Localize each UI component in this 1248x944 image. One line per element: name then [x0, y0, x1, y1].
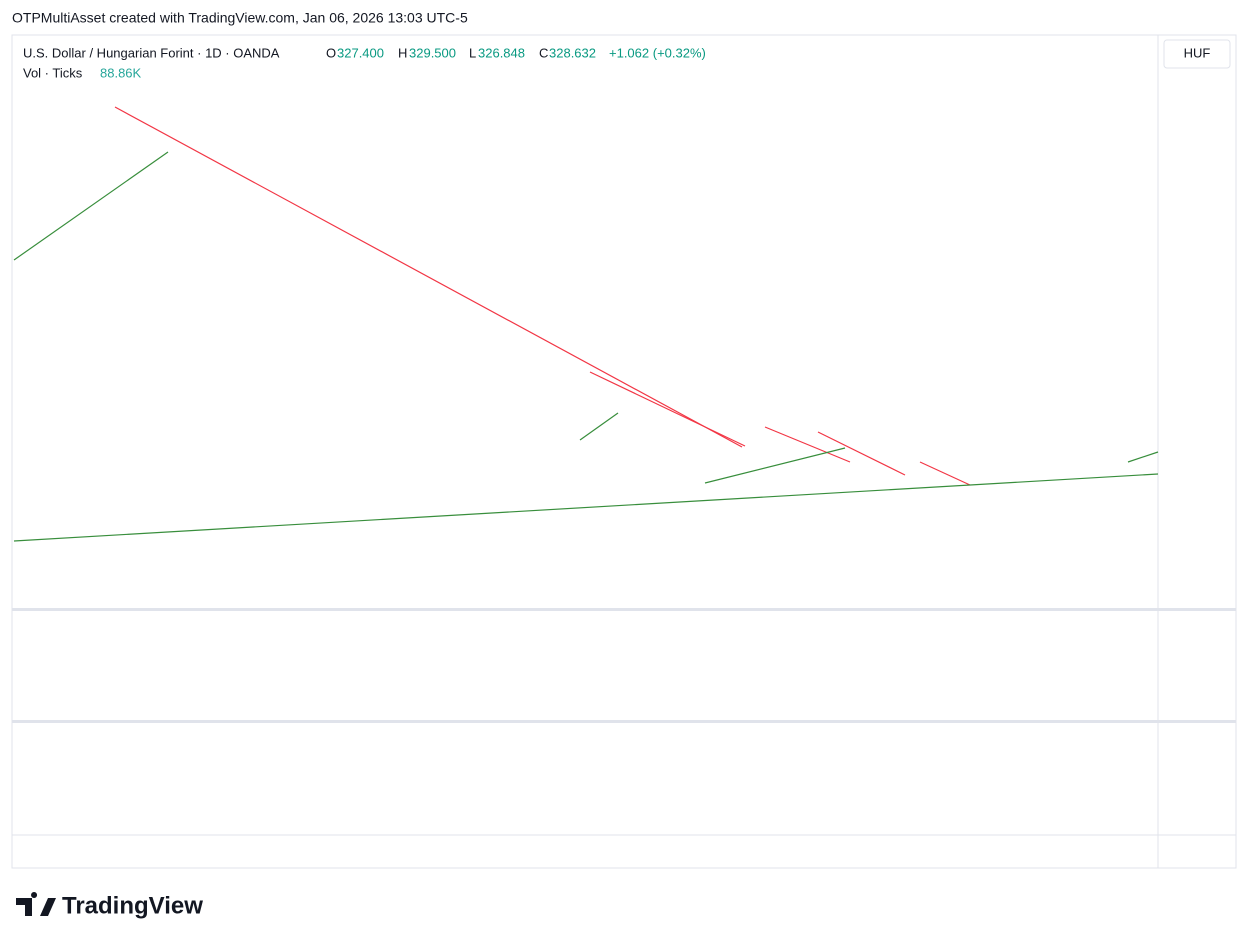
ohlc-key: C [539, 45, 548, 60]
ohlc-key: H [398, 45, 407, 60]
chart-frame [11, 34, 1237, 869]
trendline [589, 371, 746, 447]
ohlc-key: O [326, 45, 336, 60]
currency[interactable]: HUF [1184, 45, 1211, 60]
trendline [817, 431, 906, 476]
trendline [13, 473, 1159, 542]
logo-text: TradingView [62, 892, 203, 919]
pane-divider [12, 720, 1236, 723]
ohlc-value: 327.400 [337, 45, 384, 60]
trendline [114, 106, 743, 448]
currency-button[interactable] [1163, 39, 1231, 69]
trendline [1127, 451, 1159, 463]
trendlines [13, 106, 1159, 542]
trendline [919, 461, 971, 486]
ohlc-value: 326.848 [478, 45, 525, 60]
ohlc-value: 328.632 [549, 45, 596, 60]
trendline [579, 412, 619, 441]
trendline [704, 447, 846, 484]
ohlc-change: +1.062 (+0.32%) [609, 45, 706, 60]
logo: TradingView [16, 892, 203, 919]
pane-divider [12, 608, 1236, 611]
trendline [13, 151, 169, 261]
symbol-title: U.S. Dollar / Hungarian Forint · 1D · OA… [23, 45, 280, 60]
volume-legend: Vol · Ticks [23, 65, 83, 80]
ohlc-value: 329.500 [409, 45, 456, 60]
trendline [764, 426, 851, 463]
logo-mark [16, 892, 56, 916]
caption: OTPMultiAsset created with TradingView.c… [12, 10, 468, 26]
ohlc-key: L [469, 45, 476, 60]
volume-legend-value: 88.86K [100, 65, 142, 80]
